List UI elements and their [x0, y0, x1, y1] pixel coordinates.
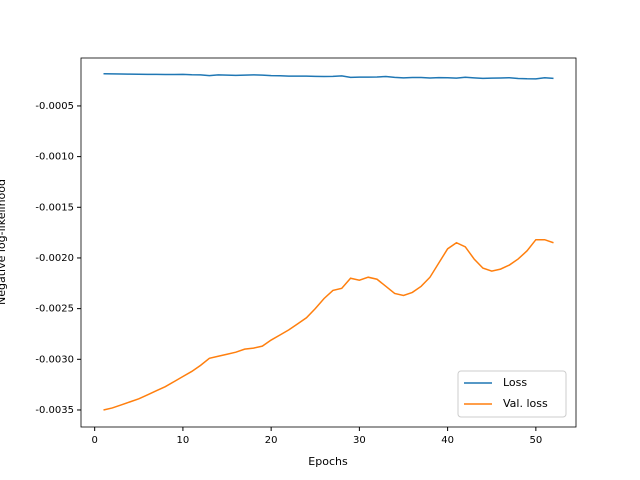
y-tick-label: -0.0020	[35, 253, 74, 264]
x-tick-label: 20	[265, 435, 278, 446]
axes-frame	[80, 57, 577, 428]
y-tick-label: -0.0005	[35, 101, 74, 112]
y-tick-label: -0.0010	[35, 152, 74, 163]
x-tick-label: 0	[91, 435, 97, 446]
x-tick-label: 40	[441, 435, 454, 446]
y-tick-label: -0.0025	[35, 304, 74, 315]
x-tick-label: 50	[529, 435, 542, 446]
y-tick-label: -0.0015	[35, 202, 74, 213]
legend-label: Loss	[503, 376, 527, 389]
y-tick-label: -0.0035	[35, 405, 74, 416]
x-tick-label: 10	[177, 435, 190, 446]
y-axis-label: Negative log-likelihood	[0, 179, 8, 305]
x-axis-label: Epochs	[308, 455, 348, 468]
line	[103, 73, 554, 80]
x-tick-label: 30	[353, 435, 366, 446]
y-tick-label: -0.0030	[35, 354, 74, 365]
legend-label: Val. loss	[503, 397, 548, 410]
line	[103, 238, 554, 411]
